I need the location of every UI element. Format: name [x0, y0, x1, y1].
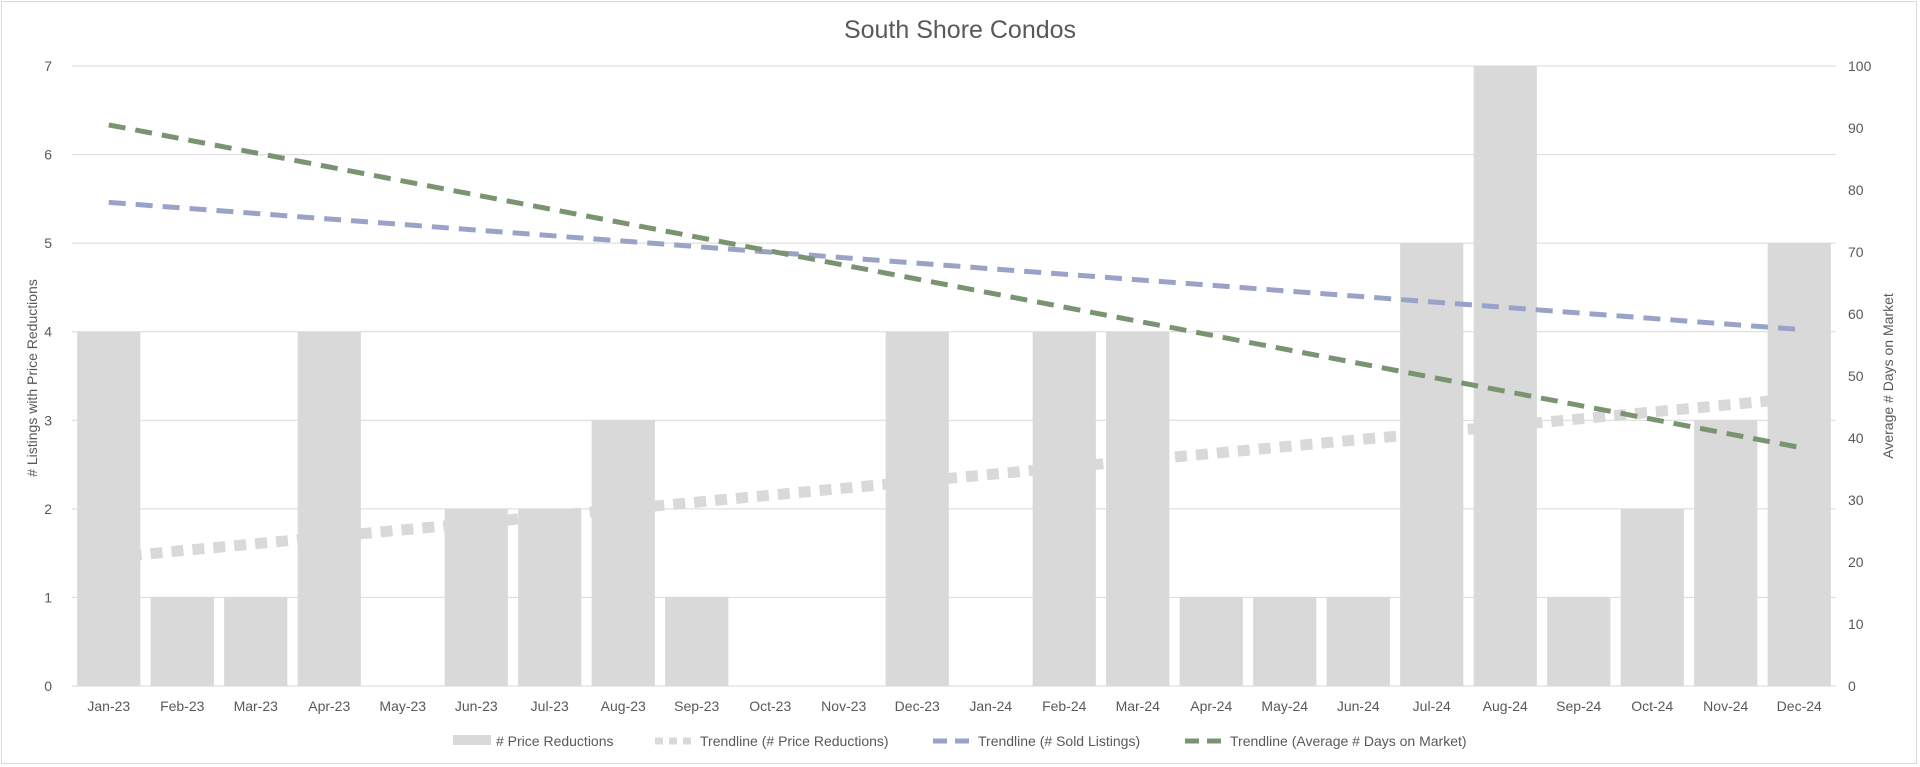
bar — [591, 420, 655, 686]
trendlines — [108, 122, 1800, 564]
bar — [1326, 597, 1390, 686]
y2-axis-label: Average # Days on Market — [1880, 293, 1896, 459]
y2-tick-label: 100 — [1848, 58, 1872, 74]
bar — [1473, 66, 1537, 686]
x-tick-label: Dec-24 — [1777, 698, 1822, 714]
x-tick-label: Oct-23 — [749, 698, 791, 714]
x-tick-label: Apr-24 — [1190, 698, 1232, 714]
trendline — [108, 199, 1800, 332]
x-tick-label: Apr-23 — [308, 698, 350, 714]
y-tick-label: 5 — [44, 235, 52, 251]
legend-swatch — [453, 735, 491, 745]
gridlines — [72, 65, 1836, 687]
legend: # Price Reductions Trendline (# Price Red… — [453, 733, 1467, 749]
bar — [444, 508, 508, 686]
x-tick-label: Sep-24 — [1556, 698, 1601, 714]
y-tick-label: 0 — [44, 678, 52, 694]
bar — [1694, 420, 1758, 686]
y2-tick-label: 80 — [1848, 182, 1864, 198]
bar — [665, 597, 729, 686]
bar — [1253, 597, 1317, 686]
x-tick-label: Nov-23 — [821, 698, 866, 714]
bar — [1179, 597, 1243, 686]
y2-tick-label: 20 — [1848, 554, 1864, 570]
legend-label: Trendline (# Price Reductions) — [700, 733, 889, 749]
legend-label: Trendline (# Sold Listings) — [978, 733, 1140, 749]
bar — [224, 597, 288, 686]
chart-title: South Shore Condos — [844, 16, 1076, 44]
x-tick-label: Mar-23 — [234, 698, 279, 714]
x-tick-label: Nov-24 — [1703, 698, 1748, 714]
y-axis-label: # Listings with Price Reductions — [24, 279, 40, 477]
y-tick-label: 1 — [44, 589, 52, 605]
x-tick-label: May-23 — [379, 698, 426, 714]
legend-label: # Price Reductions — [496, 733, 614, 749]
y-tick-label: 3 — [44, 412, 52, 428]
x-tick-label: Feb-23 — [160, 698, 205, 714]
y2-tick-label: 70 — [1848, 244, 1864, 260]
x-tick-label: Jan-24 — [969, 698, 1012, 714]
y2-tick-label: 60 — [1848, 306, 1864, 322]
y-axis-ticks: 0 1 2 3 4 5 6 7 — [44, 58, 52, 694]
y2-tick-label: 90 — [1848, 120, 1864, 136]
trendline — [108, 392, 1800, 564]
y-tick-label: 6 — [44, 147, 52, 163]
x-tick-label: Feb-24 — [1042, 698, 1087, 714]
x-tick-label: Aug-23 — [601, 698, 646, 714]
x-tick-label: May-24 — [1261, 698, 1308, 714]
y-tick-label: 4 — [44, 324, 52, 340]
x-tick-label: Aug-24 — [1483, 698, 1528, 714]
legend-label: Trendline (Average # Days on Market) — [1230, 733, 1467, 749]
x-axis-ticks: Jan-23 Feb-23 Mar-23 Apr-23 May-23 Jun-23 Jul-… — [87, 698, 1822, 714]
y2-tick-label: 50 — [1848, 368, 1864, 384]
y-tick-label: 2 — [44, 501, 52, 517]
x-tick-label: Jul-24 — [1413, 698, 1451, 714]
x-tick-label: Dec-23 — [895, 698, 940, 714]
bar — [1400, 243, 1464, 686]
x-tick-label: Jul-23 — [531, 698, 569, 714]
bar — [297, 331, 361, 686]
x-tick-label: Sep-23 — [674, 698, 719, 714]
y2-tick-label: 40 — [1848, 430, 1864, 446]
bar — [77, 331, 141, 686]
y-tick-label: 7 — [44, 58, 52, 74]
bar — [1547, 597, 1611, 686]
bars — [77, 66, 1831, 686]
bar — [518, 508, 582, 686]
trendline — [108, 122, 1800, 450]
x-tick-label: Jun-23 — [455, 698, 498, 714]
bar — [150, 597, 214, 686]
bar — [1620, 508, 1684, 686]
x-tick-label: Jan-23 — [87, 698, 130, 714]
x-tick-label: Jun-24 — [1337, 698, 1380, 714]
x-tick-label: Oct-24 — [1631, 698, 1673, 714]
y2-tick-label: 10 — [1848, 616, 1864, 632]
x-tick-label: Mar-24 — [1116, 698, 1161, 714]
bar — [1106, 331, 1170, 686]
y2-tick-label: 0 — [1848, 678, 1856, 694]
y2-axis-ticks: 0 10 20 30 40 50 60 70 80 90 100 — [1848, 58, 1872, 694]
bar — [1032, 331, 1096, 686]
bar — [885, 331, 949, 686]
bar — [1767, 243, 1831, 686]
y2-tick-label: 30 — [1848, 492, 1864, 508]
